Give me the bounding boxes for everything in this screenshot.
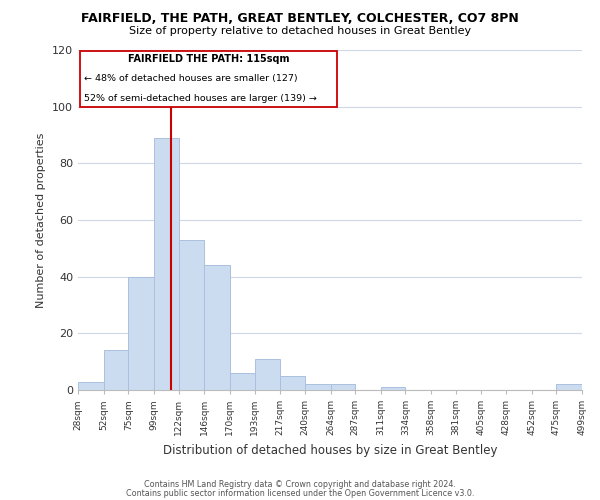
Bar [154, 138, 179, 390]
Text: Contains public sector information licensed under the Open Government Licence v3: Contains public sector information licen… [126, 488, 474, 498]
Bar [104, 350, 128, 390]
Bar [280, 376, 305, 390]
Bar [556, 384, 582, 390]
FancyBboxPatch shape [80, 52, 337, 106]
Text: 52% of semi-detached houses are larger (139) →: 52% of semi-detached houses are larger (… [85, 94, 317, 103]
Text: Size of property relative to detached houses in Great Bentley: Size of property relative to detached ho… [129, 26, 471, 36]
Bar [179, 240, 204, 390]
Bar [128, 276, 154, 390]
Bar [381, 387, 406, 390]
Bar [305, 384, 331, 390]
Bar [254, 359, 280, 390]
Text: ← 48% of detached houses are smaller (127): ← 48% of detached houses are smaller (12… [85, 74, 298, 83]
Bar [331, 384, 355, 390]
Text: Contains HM Land Registry data © Crown copyright and database right 2024.: Contains HM Land Registry data © Crown c… [144, 480, 456, 489]
X-axis label: Distribution of detached houses by size in Great Bentley: Distribution of detached houses by size … [163, 444, 497, 456]
Bar [78, 382, 104, 390]
Text: FAIRFIELD, THE PATH, GREAT BENTLEY, COLCHESTER, CO7 8PN: FAIRFIELD, THE PATH, GREAT BENTLEY, COLC… [81, 12, 519, 26]
Bar [230, 373, 254, 390]
Text: FAIRFIELD THE PATH: 115sqm: FAIRFIELD THE PATH: 115sqm [128, 54, 289, 64]
Bar [204, 266, 230, 390]
Y-axis label: Number of detached properties: Number of detached properties [37, 132, 46, 308]
